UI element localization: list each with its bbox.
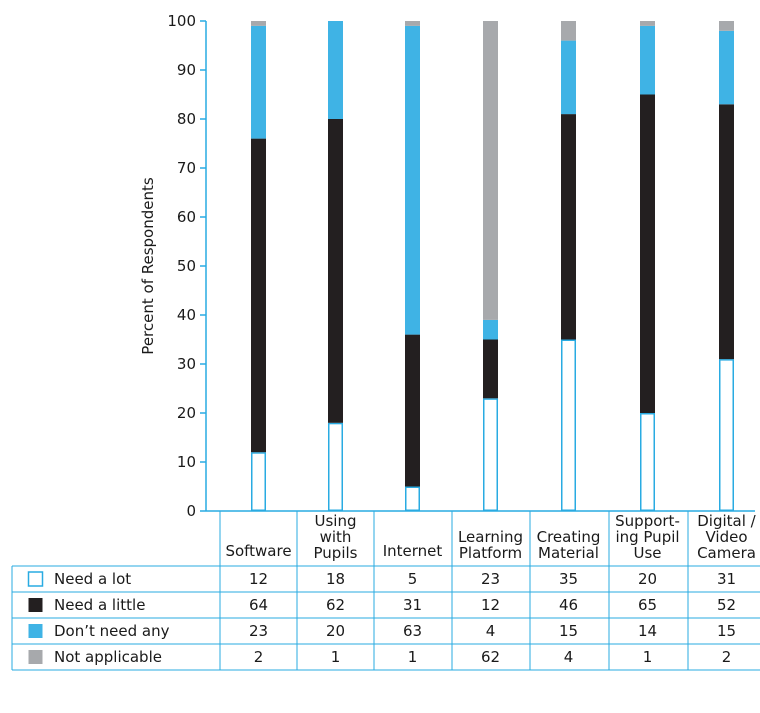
- bar-segment-dont-need-any: [561, 40, 576, 115]
- bar-segment-need-a-little: [251, 138, 266, 453]
- table-cell: 62: [481, 648, 500, 666]
- table-cell: 64: [249, 596, 268, 614]
- bar-segment-need-a-lot: [561, 339, 576, 511]
- table-cell: 14: [638, 622, 657, 640]
- bar-segment-need-a-little: [561, 114, 576, 340]
- table-cell: 15: [559, 622, 578, 640]
- category-label: Internet: [383, 542, 443, 560]
- legend-swatch-need-a-lot: [27, 571, 44, 587]
- category-label: Creating Material: [537, 528, 601, 562]
- legend-label: Don’t need any: [54, 622, 170, 640]
- table-cell: 65: [638, 596, 657, 614]
- category-label: Software: [225, 542, 291, 560]
- y-tick-label: 50: [177, 257, 196, 275]
- bar-segment-need-a-lot: [640, 413, 655, 511]
- bar-segment-dont-need-any: [483, 319, 498, 340]
- table-cell: 31: [403, 596, 422, 614]
- bar-segment-not-applicable: [251, 21, 266, 26]
- bar-segment-need-a-little: [640, 94, 655, 413]
- bar-segment-need-a-little: [719, 104, 734, 360]
- table-cell: 31: [717, 570, 736, 588]
- table-cell: 4: [486, 622, 496, 640]
- table-cell: 20: [638, 570, 657, 588]
- bar-segment-need-a-lot: [405, 486, 420, 511]
- y-tick-label: 10: [177, 453, 196, 471]
- y-tick-label: 40: [177, 306, 196, 324]
- category-label: Using with Pupils: [314, 512, 358, 562]
- bar-segment-not-applicable: [640, 21, 655, 26]
- category-label: Learning Platform: [458, 528, 523, 562]
- table-cell: 5: [408, 570, 418, 588]
- table-cell: 15: [717, 622, 736, 640]
- y-tick-label: 90: [177, 61, 196, 79]
- bar-segment-dont-need-any: [719, 30, 734, 105]
- legend-swatch-not-applicable: [28, 650, 43, 664]
- category-labels: Software Using with Pupils Internet Learning P…: [225, 512, 756, 562]
- legend-label: Need a lot: [54, 570, 131, 588]
- y-axis: 0 10 20 30 40 50 60 70 80 90 100: [167, 12, 755, 520]
- y-tick-label: 60: [177, 208, 196, 226]
- y-axis-title: Percent of Respondents: [139, 177, 157, 355]
- bar-segment-need-a-lot: [483, 398, 498, 511]
- table-cell: 4: [564, 648, 574, 666]
- table-cell: 52: [717, 596, 736, 614]
- bar-segment-not-applicable: [719, 21, 734, 31]
- table-cell: 62: [326, 596, 345, 614]
- bar-segment-dont-need-any: [405, 25, 420, 335]
- y-tick-label: 20: [177, 404, 196, 422]
- table-cell: 23: [481, 570, 500, 588]
- table-cell: 18: [326, 570, 345, 588]
- y-tick-label: 100: [167, 12, 196, 30]
- bar-segment-not-applicable: [483, 21, 498, 320]
- legend-swatch-need-a-little: [28, 598, 43, 612]
- table-cell: 1: [408, 648, 418, 666]
- bar-segment-need-a-little: [483, 339, 498, 399]
- bar-segment-not-applicable: [561, 21, 576, 41]
- legend-label: Not applicable: [54, 648, 162, 666]
- category-label: Support-ing Pupil Use: [615, 512, 680, 562]
- legend-swatch-dont-need-any: [28, 624, 43, 638]
- bar-segment-dont-need-any: [640, 25, 655, 95]
- bar-segment-dont-need-any: [251, 25, 266, 139]
- table-cell: 2: [722, 648, 732, 666]
- table-cell: 12: [481, 596, 500, 614]
- table-cell: 46: [559, 596, 578, 614]
- y-tick-label: 30: [177, 355, 196, 373]
- bar-segment-need-a-little: [405, 334, 420, 487]
- table-cell: 2: [254, 648, 264, 666]
- table-cell: 63: [403, 622, 422, 640]
- category-label: Digital / Video Camera: [697, 512, 757, 562]
- bar-segment-need-a-little: [328, 119, 343, 423]
- table-cell: 1: [643, 648, 653, 666]
- table-cell: 1: [331, 648, 341, 666]
- y-tick-label: 0: [186, 502, 196, 520]
- y-tick-label: 70: [177, 159, 196, 177]
- legend-label: Need a little: [54, 596, 145, 614]
- table-cell: 35: [559, 570, 578, 588]
- bar-segment-need-a-lot: [328, 422, 343, 511]
- table-cell: 23: [249, 622, 268, 640]
- bar-segment-need-a-lot: [719, 359, 734, 511]
- table-cell: 12: [249, 570, 268, 588]
- bar-segment-not-applicable: [405, 21, 420, 26]
- bar-segment-dont-need-any: [328, 21, 343, 119]
- table-cell: 20: [326, 622, 345, 640]
- y-tick-label: 80: [177, 110, 196, 128]
- bar-segment-need-a-lot: [251, 452, 266, 512]
- bars: [251, 21, 734, 512]
